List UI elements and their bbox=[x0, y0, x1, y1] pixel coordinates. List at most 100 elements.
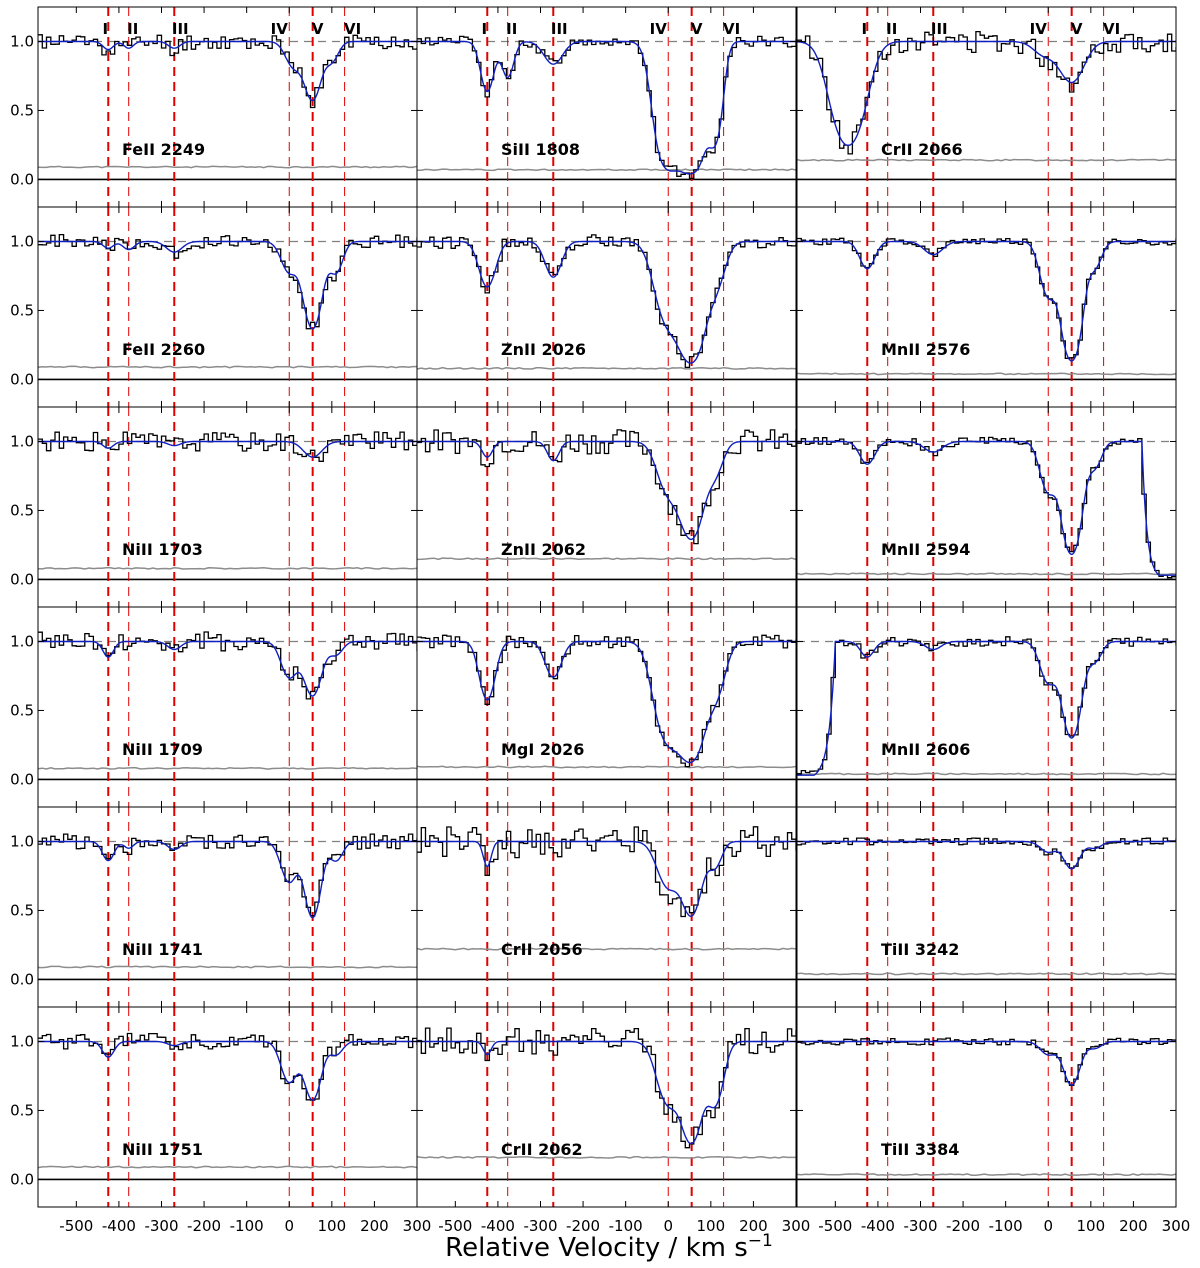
y-tick-label: 0.5 bbox=[10, 301, 34, 319]
y-tick-label: 1.0 bbox=[10, 1032, 34, 1050]
y-tick-label: 0.0 bbox=[10, 770, 34, 788]
component-label: V bbox=[691, 20, 703, 38]
model-fit bbox=[797, 40, 1176, 147]
observed-spectrum bbox=[417, 826, 796, 918]
error-spectrum bbox=[797, 158, 1176, 162]
y-tick-label: 0.5 bbox=[10, 901, 34, 919]
x-tick-label: 0 bbox=[284, 1217, 294, 1235]
observed-spectrum bbox=[417, 1027, 796, 1149]
component-label: III bbox=[931, 20, 948, 38]
x-axis-title-exponent: −1 bbox=[748, 1231, 773, 1251]
error-spectrum bbox=[797, 772, 1176, 776]
y-tick-label: 0.5 bbox=[10, 501, 34, 519]
ion-label: NiII 1709 bbox=[122, 740, 203, 759]
y-tick-label: 0.5 bbox=[10, 1101, 34, 1119]
component-label: III bbox=[172, 20, 189, 38]
spectrum-panel: MnII 2606 bbox=[796, 606, 1177, 808]
x-tick-label: -400 bbox=[481, 1217, 515, 1235]
error-spectrum bbox=[38, 766, 417, 770]
model-fit bbox=[38, 40, 417, 102]
model-fit bbox=[38, 1040, 417, 1101]
error-spectrum bbox=[797, 572, 1176, 576]
x-tick-label: -200 bbox=[566, 1217, 600, 1235]
panel-frame bbox=[796, 1006, 1177, 1208]
spectrum-panel: 0.0 0.5 1.0 NiII 1703 bbox=[10, 406, 418, 608]
y-tick-label: 0.0 bbox=[10, 370, 34, 388]
panel-frame bbox=[796, 606, 1177, 808]
model-fit bbox=[797, 840, 1176, 870]
x-tick-label: 300 bbox=[403, 1217, 432, 1235]
x-tick-label: 100 bbox=[1077, 1217, 1106, 1235]
error-spectrum bbox=[797, 372, 1176, 376]
component-label: I bbox=[861, 20, 867, 38]
model-fit bbox=[417, 40, 796, 175]
component-label: IV bbox=[1030, 20, 1048, 38]
ion-label: ZnII 2026 bbox=[501, 340, 586, 359]
model-fit bbox=[797, 640, 1176, 776]
error-spectrum bbox=[797, 972, 1176, 976]
model-fit bbox=[797, 1040, 1176, 1086]
model-fit bbox=[417, 640, 796, 764]
x-tick-label: -500 bbox=[438, 1217, 472, 1235]
panel-frame bbox=[37, 1006, 418, 1208]
x-tick-label: -400 bbox=[861, 1217, 895, 1235]
observed-spectrum bbox=[797, 436, 1176, 579]
x-tick-label: 100 bbox=[318, 1217, 347, 1235]
error-spectrum bbox=[417, 168, 796, 172]
spectrum-panel: CrII 2062 bbox=[416, 1006, 797, 1208]
panel-frame bbox=[37, 606, 418, 808]
error-spectrum bbox=[417, 366, 796, 370]
y-tick-label: 0.0 bbox=[10, 970, 34, 988]
observed-spectrum bbox=[38, 833, 417, 917]
panel-frame bbox=[416, 206, 797, 408]
ion-label: SiII 1808 bbox=[501, 140, 580, 159]
y-tick-label: 1.0 bbox=[10, 432, 34, 450]
y-tick-label: 1.0 bbox=[10, 632, 34, 650]
model-fit bbox=[38, 840, 417, 919]
observed-spectrum bbox=[417, 429, 796, 545]
observed-spectrum bbox=[797, 237, 1176, 359]
component-label: III bbox=[551, 20, 568, 38]
panel-frame bbox=[796, 206, 1177, 408]
spectrum-panel: ZnII 2062 bbox=[416, 406, 797, 608]
component-label: I bbox=[481, 20, 487, 38]
observed-spectrum bbox=[797, 30, 1176, 155]
ion-label: FeII 2249 bbox=[122, 140, 205, 159]
error-spectrum bbox=[417, 1155, 796, 1159]
spectrum-panel: MnII 2594 bbox=[796, 406, 1177, 608]
model-fit bbox=[417, 1040, 796, 1145]
ion-label: FeII 2260 bbox=[122, 340, 205, 359]
x-tick-label: -200 bbox=[187, 1217, 221, 1235]
panel-frame bbox=[796, 806, 1177, 1008]
error-spectrum bbox=[38, 566, 417, 570]
x-tick-label: -100 bbox=[230, 1217, 264, 1235]
component-label: VI bbox=[344, 20, 361, 38]
component-label: II bbox=[886, 20, 897, 38]
observed-spectrum bbox=[417, 35, 796, 180]
x-tick-label: -400 bbox=[102, 1217, 136, 1235]
x-tick-label: -500 bbox=[59, 1217, 93, 1235]
model-fit bbox=[38, 640, 417, 697]
y-tick-label: 0.0 bbox=[10, 1170, 34, 1188]
x-tick-label: -100 bbox=[609, 1217, 643, 1235]
component-label: IV bbox=[271, 20, 289, 38]
panel-frame bbox=[796, 406, 1177, 608]
x-tick-label: -300 bbox=[523, 1217, 557, 1235]
error-spectrum bbox=[417, 947, 796, 951]
model-fit bbox=[797, 240, 1176, 362]
x-tick-label: 0 bbox=[663, 1217, 673, 1235]
panel-frame bbox=[416, 806, 797, 1008]
component-label: V bbox=[312, 20, 324, 38]
model-fit bbox=[797, 440, 1176, 576]
component-label: VI bbox=[723, 20, 740, 38]
observed-spectrum bbox=[797, 837, 1176, 869]
x-tick-label: 300 bbox=[1162, 1217, 1191, 1235]
model-fit bbox=[38, 240, 417, 330]
x-tick-label: 200 bbox=[739, 1217, 768, 1235]
spectrum-panel: CrII 2056 bbox=[416, 806, 797, 1008]
model-fit bbox=[38, 440, 417, 458]
observed-spectrum bbox=[38, 233, 417, 330]
observed-spectrum bbox=[797, 636, 1176, 775]
error-spectrum bbox=[38, 965, 417, 969]
